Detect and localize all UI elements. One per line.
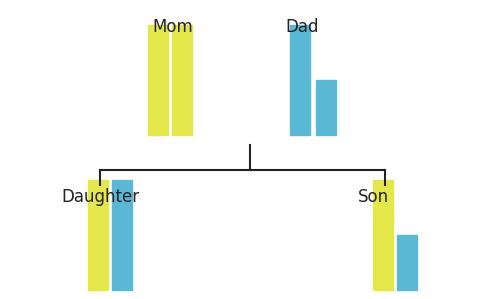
Bar bbox=[88, 180, 108, 290]
Bar bbox=[316, 80, 336, 135]
Text: Dad: Dad bbox=[285, 18, 319, 36]
Bar bbox=[397, 235, 417, 290]
Bar bbox=[373, 180, 393, 290]
Bar bbox=[148, 25, 168, 135]
Text: Mom: Mom bbox=[153, 18, 194, 36]
Bar bbox=[172, 25, 192, 135]
Text: Son: Son bbox=[357, 188, 389, 206]
Bar bbox=[112, 180, 132, 290]
Text: Daughter: Daughter bbox=[61, 188, 139, 206]
Bar bbox=[290, 25, 310, 135]
